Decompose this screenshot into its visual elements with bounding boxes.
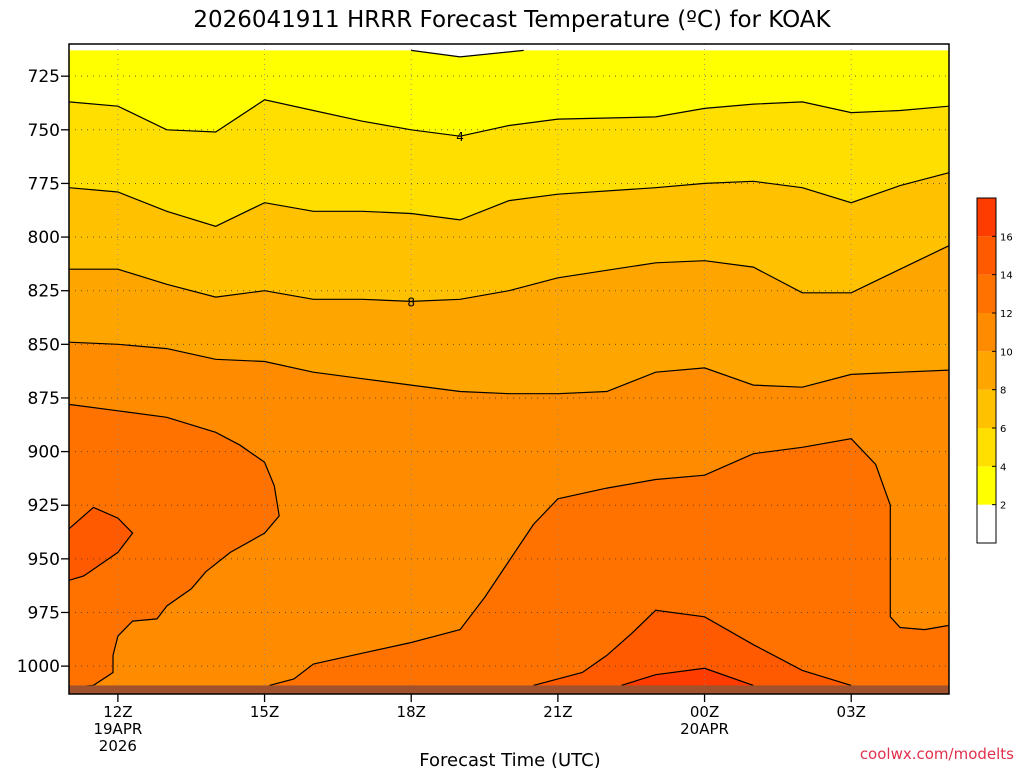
colorbar-segment-2	[977, 466, 996, 505]
y-tick-label-775: 775	[28, 174, 60, 194]
contour-line-2-0	[411, 49, 524, 58]
x-tick-label-03Z: 03Z	[837, 703, 866, 721]
y-tick-label-750: 750	[28, 121, 60, 141]
plot-fill	[69, 44, 949, 694]
ground-rect	[69, 685, 949, 694]
colorbar-segment-16	[977, 198, 996, 237]
temp-region-12	[269, 438, 949, 694]
colorbar-segment-0	[977, 504, 996, 543]
x-tick-label-20APR: 20APR	[680, 720, 729, 738]
y-tick-label-825: 825	[28, 282, 60, 302]
x-tick-label-12Z: 12Z	[103, 703, 132, 721]
colorbar-label-10: 10	[1000, 347, 1013, 358]
colorbar-segment-4	[977, 428, 996, 467]
credit-link[interactable]: coolwx.com/modelts	[860, 745, 1014, 763]
contour-line-6-2	[68, 172, 950, 227]
y-tick-label-800: 800	[28, 228, 60, 248]
contour-line-14-7	[68, 506, 134, 581]
x-tick-label-19APR: 19APR	[93, 720, 142, 738]
x-tick-label-18Z: 18Z	[397, 703, 426, 721]
y-tick-label-950: 950	[28, 550, 60, 570]
y-tick-label-725: 725	[28, 67, 60, 87]
temp-region-14	[533, 610, 852, 694]
colorbar: 2 4 6 8 10 12 14 16	[976, 197, 1013, 544]
temp-band-4	[69, 99, 949, 227]
contour-line-12-6	[269, 438, 950, 686]
chart-title: 2026041911 HRRR Forecast Temperature (ºC…	[193, 7, 831, 33]
temp-region-14	[69, 507, 133, 581]
colorbar-frame	[976, 197, 997, 544]
colorbar-segment-10	[977, 313, 996, 352]
y-tick-label-875: 875	[28, 389, 60, 409]
colorbar-segment-6	[977, 389, 996, 428]
colorbar-label-2: 2	[1000, 501, 1006, 512]
y-tick-label-1000: 1000	[17, 657, 60, 677]
contour-line-14-8	[533, 609, 852, 686]
y-tick-label-925: 925	[28, 496, 60, 516]
contour-lines: 48	[68, 49, 950, 689]
grid-lines	[69, 44, 949, 694]
temp-region-12	[69, 404, 280, 694]
ground-strip	[69, 685, 949, 694]
contour-line-4-1	[68, 99, 950, 137]
colorbar-label-12: 12	[1000, 309, 1013, 320]
contour-label-4: 4	[456, 130, 464, 144]
contour-line-10-4	[68, 341, 950, 395]
y-tick-label-850: 850	[28, 335, 60, 355]
colorbar-label-4: 4	[1000, 462, 1006, 473]
x-tick-label-21Z: 21Z	[543, 703, 572, 721]
temp-band-2	[69, 50, 949, 137]
plot-frame	[68, 43, 950, 695]
y-tick-label-900: 900	[28, 443, 60, 463]
contour-label-8: 8	[407, 295, 415, 309]
colorbar-segment-8	[977, 351, 996, 390]
y-axis-ticks: 725 750 775 800 825 850 875 900 925 950 975 1000	[17, 67, 69, 677]
colorbar-label-16: 16	[1000, 232, 1013, 243]
contour-line-12-5	[68, 403, 280, 689]
contour-line-8-3	[69, 245, 950, 303]
colorbar-label-14: 14	[1000, 271, 1013, 282]
colorbar-label-8: 8	[1000, 386, 1006, 397]
temp-band-8	[69, 245, 949, 394]
x-tick-label-2026: 2026	[99, 737, 137, 755]
colorbar-label-6: 6	[1000, 424, 1006, 435]
contour-line-16-9	[621, 667, 754, 686]
x-axis-label: Forecast Time (UTC)	[419, 750, 600, 768]
y-tick-label-975: 975	[28, 603, 60, 623]
colorbar-segment-14	[977, 236, 996, 275]
temp-band-6	[69, 172, 949, 302]
x-tick-label-00Z: 00Z	[690, 703, 719, 721]
colorbar-segment-12	[977, 274, 996, 313]
x-tick-label-15Z: 15Z	[250, 703, 279, 721]
